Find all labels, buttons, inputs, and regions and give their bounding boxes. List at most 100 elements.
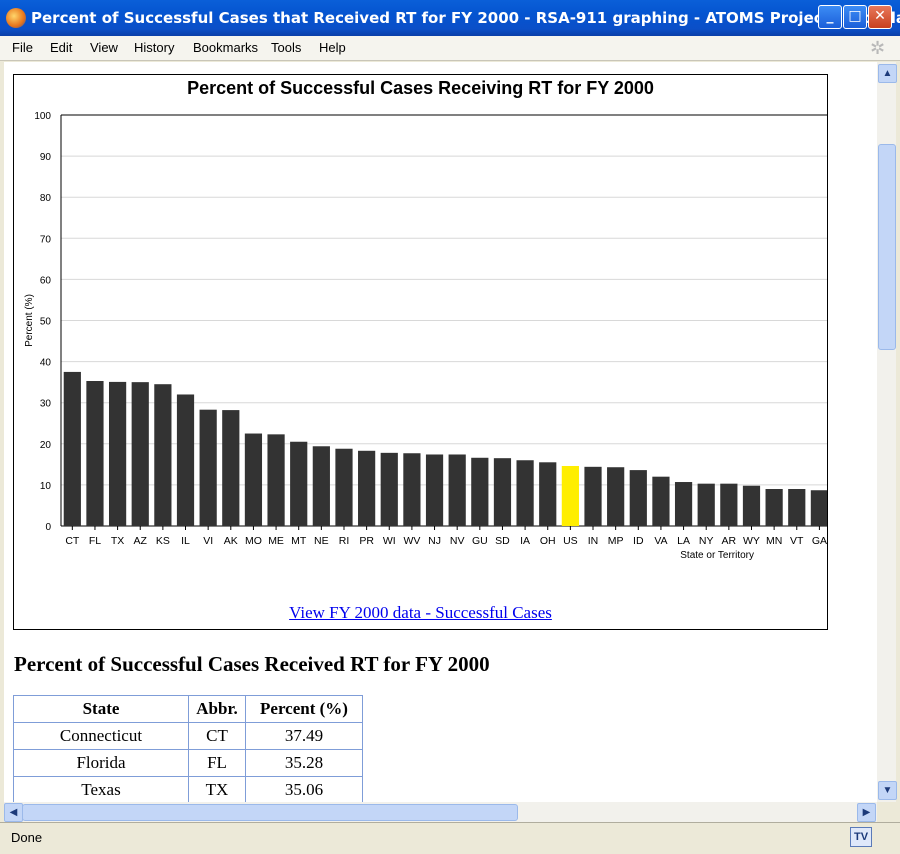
x-tick-label: WV [403,535,420,547]
menu-edit[interactable]: Edit [50,40,73,55]
bar [765,489,783,526]
x-tick-label: CT [65,535,80,547]
col-header-percent: Percent (%) [245,695,363,723]
view-data-link[interactable]: View FY 2000 data - Successful Cases [289,603,552,622]
cell-percent: 35.06 [245,776,363,802]
x-tick-label: MN [766,535,782,547]
bar [652,476,670,526]
x-tick-label: IN [588,535,599,547]
x-tick-label: RI [339,535,350,547]
close-button[interactable]: ✕ [868,5,892,29]
y-tick-label: 90 [40,152,52,163]
y-tick-label: 80 [40,193,52,204]
menu-view[interactable]: View [90,40,118,55]
bar [674,482,693,526]
bar [629,470,647,526]
x-tick-label: AZ [134,535,148,547]
y-tick-label: 30 [40,399,52,410]
page-content[interactable]: Percent of Successful Cases Receiving RT… [4,62,877,802]
menu-tools[interactable]: Tools [271,40,302,55]
x-tick-label: AK [224,535,238,547]
addon-status-icon[interactable]: TV [850,827,872,847]
x-tick-label: MO [245,535,262,547]
bar [131,382,149,526]
y-tick-label: 40 [40,358,52,369]
col-header-state: State [13,695,189,723]
bar [493,458,512,526]
menu-bar: File Edit View History Bookmarks Tools H… [0,36,900,61]
table-row: Florida FL 35.28 [13,749,363,777]
bar [607,467,625,526]
x-tick-label: IL [181,535,190,547]
y-axis-label: Percent (%) [24,294,35,347]
menu-help[interactable]: Help [319,40,346,55]
x-tick-label: GU [472,535,488,547]
bar [471,457,489,526]
y-tick-label: 60 [40,275,52,286]
x-tick-label: NJ [428,535,441,547]
y-tick-label: 20 [40,440,52,451]
scroll-down-icon[interactable]: ▼ [878,781,897,800]
window-title: Percent of Successful Cases that Receive… [31,9,900,27]
bar [335,448,353,526]
bar [810,490,827,526]
table-header-row: State Abbr. Percent (%) [13,695,363,723]
scroll-right-icon[interactable]: ▶ [857,803,876,822]
vertical-scrollbar[interactable]: ▲ ▼ [877,62,897,802]
cell-abbr: TX [188,776,246,802]
maximize-button[interactable]: □ [843,5,867,29]
chart-panel: Percent of Successful Cases Receiving RT… [13,74,828,630]
table-row: Connecticut CT 37.49 [13,722,363,750]
cell-abbr: FL [188,749,246,777]
menu-history[interactable]: History [134,40,175,55]
bar [267,434,285,526]
x-tick-label: OH [540,535,556,547]
x-tick-label: WI [383,535,396,547]
chart-title: Percent of Successful Cases Receiving RT… [187,78,654,98]
x-tick-label: ME [268,535,284,547]
bar [312,446,330,526]
bar [561,465,579,526]
throbber-icon: ✲ [870,38,886,58]
bar [539,462,557,526]
x-tick-label: WY [743,535,760,547]
col-header-abbr: Abbr. [188,695,246,723]
bar [516,460,534,526]
x-tick-label: SD [495,535,510,547]
menu-bookmarks[interactable]: Bookmarks [193,40,259,55]
bar [720,483,738,526]
scroll-left-icon[interactable]: ◀ [4,803,23,822]
x-tick-label: MP [608,535,624,547]
bar [584,466,602,526]
y-tick-label: 100 [34,111,51,122]
bar [86,380,104,526]
bar [425,454,444,526]
horizontal-scroll-thumb[interactable] [22,804,518,821]
window-titlebar: Percent of Successful Cases that Receive… [0,0,900,36]
vertical-scroll-thumb[interactable] [878,144,896,350]
cell-state: Connecticut [13,722,189,750]
bar [290,441,308,526]
menu-file[interactable]: File [12,40,33,55]
x-tick-label: GA [812,535,827,547]
x-axis-label: State or Territory [680,550,754,561]
data-table: State Abbr. Percent (%) Connecticut CT 3… [13,695,363,802]
x-tick-label: AR [722,535,737,547]
cell-state: Florida [13,749,189,777]
x-tick-label: FL [89,535,101,547]
scroll-up-icon[interactable]: ▲ [878,64,897,83]
cell-percent: 35.28 [245,749,363,777]
status-bar: Done TV [0,822,900,854]
x-tick-label: LA [677,535,690,547]
horizontal-scrollbar[interactable]: ◀ ▶ [4,802,877,822]
section-heading: Percent of Successful Cases Received RT … [14,652,490,676]
table-row: Texas TX 35.06 [13,776,363,802]
minimize-button[interactable]: _ [818,5,842,29]
cell-state: Texas [13,776,189,802]
x-tick-label: NV [450,535,465,547]
status-text: Done [11,830,43,845]
bar [448,454,466,526]
x-tick-label: VA [654,535,667,547]
bar [788,489,806,526]
bar [742,485,761,526]
